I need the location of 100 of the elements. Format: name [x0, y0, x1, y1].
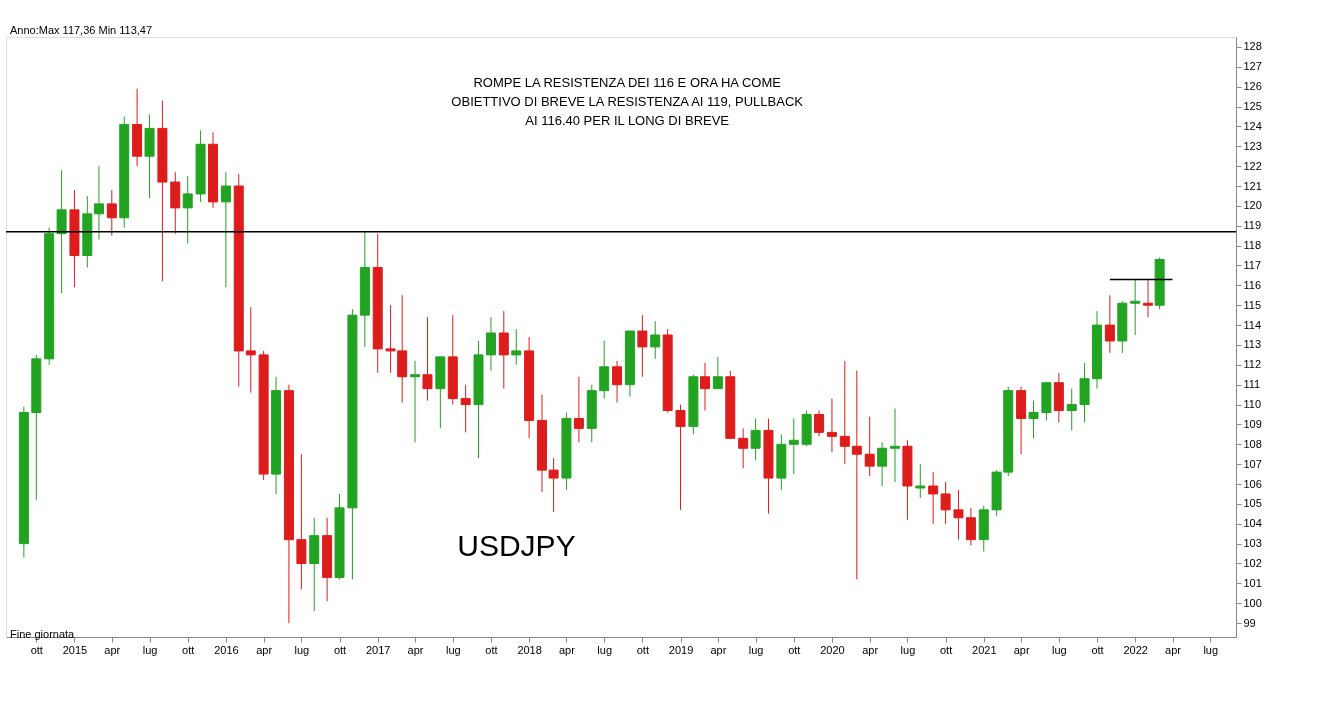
x-tick-label: lug	[294, 643, 310, 656]
x-tick-label: ott	[182, 643, 195, 656]
candlestick	[498, 310, 509, 390]
y-tick-label: 107	[1243, 457, 1262, 470]
x-tick-label: ott	[939, 643, 953, 656]
x-tick-label: lug	[900, 643, 916, 656]
annotation: Fine giornata	[10, 628, 76, 640]
candlestick	[889, 408, 900, 483]
candlestick	[826, 398, 837, 453]
x-tick-label: apr	[710, 643, 727, 656]
candlestick	[1143, 278, 1154, 318]
x-tick-label: lug	[748, 643, 764, 656]
y-tick-label: 112	[1243, 358, 1262, 371]
y-tick-label: 128	[1243, 40, 1262, 53]
x-tick-label: apr	[104, 643, 121, 656]
y-tick-label: 102	[1243, 556, 1262, 569]
y-tick-label: 116	[1243, 278, 1262, 291]
candlestick	[750, 417, 761, 461]
y-tick-label: 114	[1243, 318, 1262, 331]
candlestick	[1104, 294, 1115, 354]
y-tick-label: 120	[1243, 199, 1262, 212]
candlestick	[864, 415, 875, 477]
x-tick-label: apr	[256, 643, 273, 656]
candlestick	[93, 165, 104, 241]
candlestick	[485, 316, 496, 372]
candlestick	[460, 384, 471, 433]
x-tick-label: apr	[1165, 643, 1182, 656]
y-tick-label: 123	[1243, 139, 1262, 152]
x-tick-label: lug	[142, 643, 158, 656]
x-tick-label: ott	[788, 643, 801, 656]
x-tick-label: 2018	[517, 643, 542, 656]
candlestick	[712, 356, 723, 390]
candlestick	[650, 320, 661, 360]
y-tick-label: 117	[1243, 258, 1262, 271]
candlestick	[410, 360, 421, 443]
candlestick	[296, 453, 307, 590]
candlestick	[814, 410, 825, 437]
candlestick	[106, 189, 117, 237]
candlestick	[877, 441, 888, 487]
candlestick	[965, 507, 976, 547]
y-tick-label: 101	[1243, 576, 1262, 589]
candlestick	[573, 376, 584, 443]
annotation: USDJPY	[457, 529, 576, 562]
x-tick-label: 2019	[668, 643, 694, 656]
y-tick-label: 111	[1243, 378, 1261, 391]
x-tick-label: apr	[862, 643, 879, 656]
candlestick	[220, 171, 231, 288]
y-tick-label: 124	[1243, 119, 1262, 132]
candlestick	[511, 328, 522, 366]
candlestick	[637, 314, 648, 378]
x-tick-label: lug	[597, 643, 613, 656]
x-tick-label: lug	[445, 643, 461, 656]
candlestick	[612, 360, 623, 404]
text: Anno:Max 117,36 Min 113,47	[10, 24, 153, 36]
x-tick-label: apr	[559, 643, 576, 656]
y-tick-label: 103	[1243, 537, 1262, 550]
x-tick-label: 2022	[1123, 643, 1148, 656]
x-tick-label: ott	[30, 643, 43, 656]
y-tick-label: 125	[1243, 100, 1262, 113]
x-tick-label: lug	[1052, 643, 1067, 656]
x-tick-label: lug	[1203, 643, 1219, 656]
y-tick-label: 99	[1243, 616, 1256, 629]
annotation: ROMPE LA RESISTENZA DEI 116 E ORA HA COME OBIETTIVO DI BREVE LA RESISTENZA AI 119, PULLBACK AI 116.40 PER IL LONG DI BREVE	[451, 75, 804, 128]
x-tick-label: 2020	[820, 643, 845, 656]
y-tick-label: 115	[1243, 298, 1262, 311]
x-tick-label: 2016	[214, 643, 239, 656]
y-tick-label: 121	[1243, 179, 1262, 192]
candlestick	[915, 463, 926, 499]
y-tick-label: 110	[1243, 398, 1262, 411]
candlestick	[1066, 388, 1077, 431]
y-tick-label: 109	[1243, 417, 1262, 430]
y-tick-label: 104	[1243, 517, 1262, 530]
x-tick-label: ott	[1091, 643, 1104, 656]
x-tick-label: apr	[1013, 643, 1030, 656]
x-tick-label: ott	[636, 643, 649, 656]
y-tick-label: 105	[1243, 497, 1262, 510]
y-tick-label: 100	[1243, 596, 1262, 609]
y-tick-label: 118	[1243, 239, 1262, 252]
y-tick-label: 108	[1243, 437, 1262, 450]
y-tick-label: 127	[1243, 60, 1262, 73]
candlestick	[1028, 400, 1039, 439]
candlestick	[700, 362, 710, 412]
y-tick-label: 106	[1243, 477, 1262, 490]
candlestick	[675, 404, 686, 511]
y-tick-label: 113	[1243, 338, 1262, 351]
x-tick-label: apr	[407, 643, 424, 656]
candlestick	[182, 175, 193, 245]
y-tick-label: 122	[1243, 159, 1262, 172]
x-tick-label: 2015	[62, 643, 88, 656]
y-tick-label: 126	[1243, 80, 1262, 93]
candlestick	[940, 481, 951, 525]
candlestick	[928, 471, 939, 525]
x-tick-label: 2017	[365, 643, 391, 656]
candlestick	[422, 316, 433, 402]
x-tick-label: ott	[333, 643, 347, 656]
candlestick	[1130, 278, 1141, 336]
candlestick	[788, 417, 799, 475]
x-tick-label: 2021	[972, 643, 997, 656]
y-tick-label: 119	[1243, 219, 1262, 232]
candlestick	[599, 340, 610, 400]
